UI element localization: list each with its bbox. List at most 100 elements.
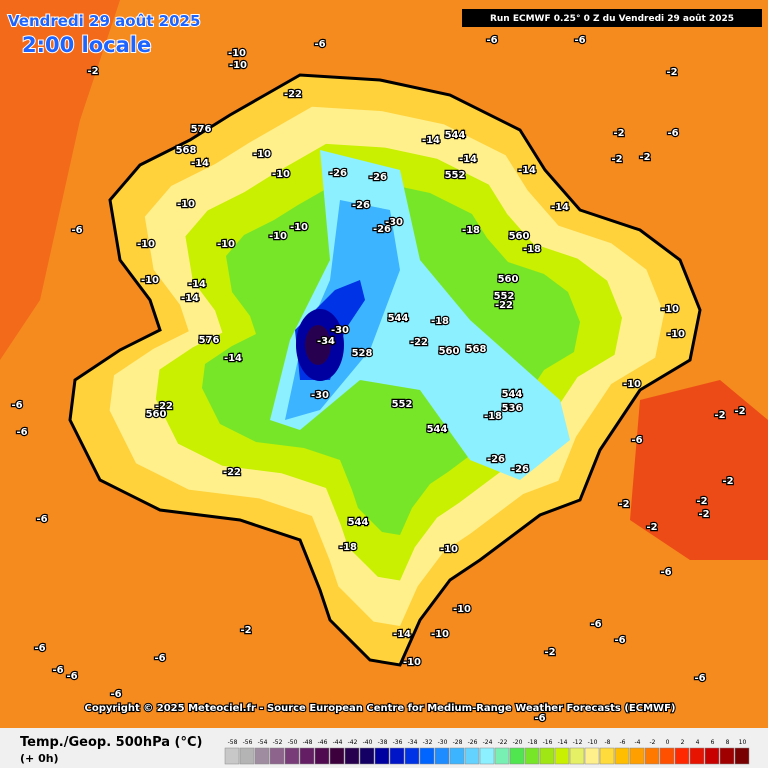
color-scale: -58 -56 -54 -52 -50 -48 -46 -44 -42 -40 -38 -36 -34-… <box>224 739 750 765</box>
map-label: -6 <box>590 619 601 630</box>
map-label: 560 <box>498 274 519 285</box>
color-swatch <box>374 747 390 765</box>
color-swatch <box>224 747 240 765</box>
copyright: Copyright © 2025 Meteociel.fr - Source E… <box>85 703 676 714</box>
map-label: -6 <box>631 435 642 446</box>
map-label: -26 <box>329 168 347 179</box>
color-swatch <box>479 747 495 765</box>
color-swatch <box>644 747 660 765</box>
map-label: -6 <box>614 635 625 646</box>
map-label: -18 <box>339 542 357 553</box>
map-label: -2 <box>613 128 624 139</box>
map-label: -18 <box>431 316 449 327</box>
scale-tick: -2 <box>650 739 656 746</box>
scale-tick: -22 <box>498 739 508 746</box>
map-label: -14 <box>191 158 209 169</box>
run-info: Run ECMWF 0.25° 0 Z du Vendredi 29 août … <box>490 14 734 24</box>
map-label: 544 <box>427 424 448 435</box>
color-swatch <box>344 747 360 765</box>
color-swatch <box>329 747 345 765</box>
map-label: 552 <box>445 170 466 181</box>
map-label: -10 <box>269 231 287 242</box>
scale-tick: -34 <box>408 739 418 746</box>
color-swatch <box>614 747 630 765</box>
scale-tick: -28 <box>453 739 463 746</box>
color-swatch <box>359 747 375 765</box>
scale-tick: 8 <box>726 739 730 746</box>
scale-tick: -42 <box>348 739 358 746</box>
map-label: 560 <box>439 346 460 357</box>
map-label: -6 <box>534 713 545 724</box>
map-label: 536 <box>502 403 523 414</box>
map-label: -6 <box>574 35 585 46</box>
map-label: -2 <box>611 154 622 165</box>
footer-title: Temp./Geop. 500hPa (°C) <box>20 735 202 750</box>
color-swatch <box>584 747 600 765</box>
scale-tick: -32 <box>423 739 433 746</box>
map-label: -2 <box>639 152 650 163</box>
map-label: -6 <box>11 400 22 411</box>
map-label: -10 <box>217 239 235 250</box>
map-label: -6 <box>110 689 121 700</box>
map-label: -10 <box>272 169 290 180</box>
map-label: -14 <box>518 165 536 176</box>
map-label: -6 <box>52 665 63 676</box>
map-label: -2 <box>698 509 709 520</box>
scale-tick: 6 <box>711 739 715 746</box>
scale-tick: -24 <box>483 739 493 746</box>
map-label: -26 <box>487 454 505 465</box>
map-label: 544 <box>388 313 409 324</box>
scale-tick: -30 <box>438 739 448 746</box>
date: Vendredi 29 août 2025 <box>8 12 200 30</box>
map-label: 568 <box>176 145 197 156</box>
scale-tick: -50 <box>288 739 298 746</box>
time: 2:00 locale <box>22 33 151 57</box>
map-label: -2 <box>666 67 677 78</box>
map-label: -26 <box>352 200 370 211</box>
color-swatch <box>389 747 405 765</box>
map-label: -22 <box>495 300 513 311</box>
map-label: -6 <box>36 514 47 525</box>
scale-tick: -36 <box>393 739 403 746</box>
map-label: -22 <box>223 467 241 478</box>
map-label: -10 <box>253 149 271 160</box>
map-label: -14 <box>459 154 477 165</box>
map-label: -10 <box>431 629 449 640</box>
color-swatch <box>434 747 450 765</box>
color-swatch <box>719 747 735 765</box>
color-swatch <box>509 747 525 765</box>
map-label: -10 <box>661 304 679 315</box>
map-label: -14 <box>181 293 199 304</box>
map-label: -14 <box>393 629 411 640</box>
map-label: -10 <box>623 379 641 390</box>
map-label: -2 <box>722 476 733 487</box>
map-label: -30 <box>331 325 349 336</box>
map-label: 552 <box>494 291 515 302</box>
map-label: -2 <box>618 499 629 510</box>
map-label: -10 <box>228 48 246 59</box>
map-label: -22 <box>284 89 302 100</box>
map-label: 560 <box>146 409 167 420</box>
map-label: 576 <box>199 335 220 346</box>
scale-tick: -58 <box>228 739 238 746</box>
scale-tick: -16 <box>543 739 553 746</box>
scale-tick: -18 <box>528 739 538 746</box>
scale-tick: -56 <box>243 739 253 746</box>
map-label: -34 <box>317 336 335 347</box>
map-label: -10 <box>403 657 421 668</box>
color-swatch <box>554 747 570 765</box>
color-swatch <box>674 747 690 765</box>
map-label: -14 <box>188 279 206 290</box>
scale-tick: -54 <box>258 739 268 746</box>
color-swatch <box>704 747 720 765</box>
scale-tick: -38 <box>378 739 388 746</box>
scale-tick: -8 <box>605 739 611 746</box>
map-label: -10 <box>667 329 685 340</box>
scale-tick: 4 <box>696 739 700 746</box>
scale-tick: -48 <box>303 739 313 746</box>
color-swatch <box>404 747 420 765</box>
warm-area <box>0 0 120 360</box>
map-label: -18 <box>484 411 502 422</box>
